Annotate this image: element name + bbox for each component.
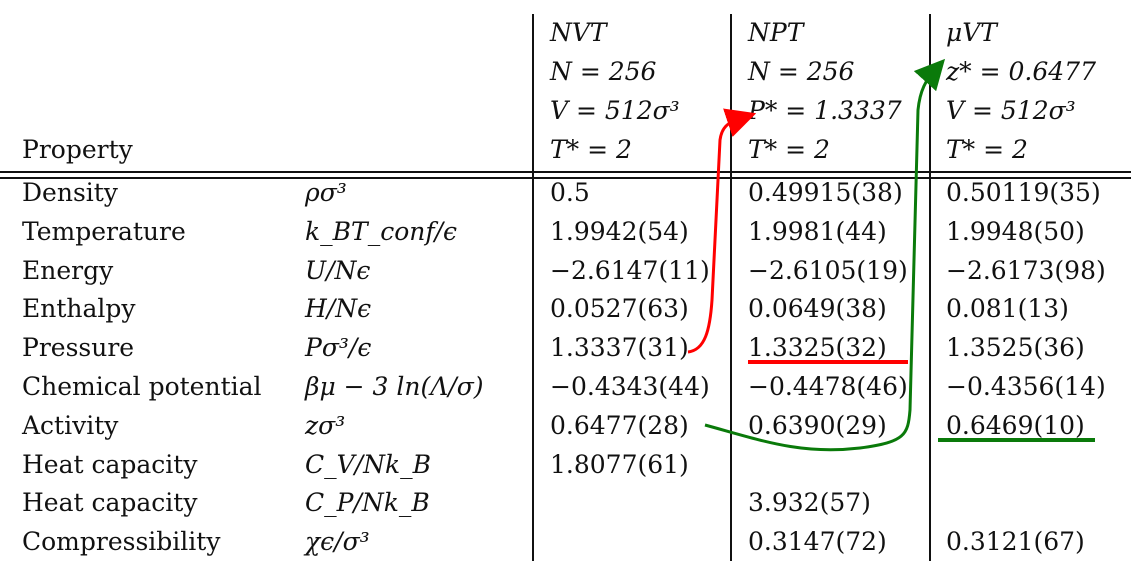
column-header-line: V = 512σ³ <box>550 96 680 125</box>
property-value: 0.0527(63) <box>550 294 689 324</box>
property-value: 0.081(13) <box>946 294 1069 324</box>
property-value: 0.5 <box>550 178 590 207</box>
red-arrow <box>687 108 757 354</box>
property-name: Temperature <box>22 216 186 246</box>
property-value: 1.3525(36) <box>946 333 1085 363</box>
property-value: −0.4478(46) <box>748 372 908 401</box>
property-value: 1.3337(31) <box>550 333 689 363</box>
header-rule <box>0 171 1131 173</box>
property-symbol: βμ − 3 ln(Λ/σ) <box>305 372 484 401</box>
property-symbol: H/Nϵ <box>305 294 372 324</box>
property-symbol: k_BT_conf/ϵ <box>305 216 458 246</box>
property-name: Heat capacity <box>22 488 198 518</box>
property-value: 0.49915(38) <box>748 178 903 207</box>
property-value: 0.6477(28) <box>550 410 689 440</box>
column-header-line: μVT <box>946 18 997 47</box>
property-value: 1.8077(61) <box>550 449 689 479</box>
property-name: Energy <box>22 255 114 285</box>
column-header-line: T* = 2 <box>946 135 1028 164</box>
column-header-line: T* = 2 <box>748 135 830 164</box>
property-name: Enthalpy <box>22 294 136 324</box>
property-value: 0.6469(10) <box>946 410 1085 440</box>
column-header-line: N = 256 <box>748 57 855 86</box>
column-header-line: NVT <box>550 18 607 47</box>
property-value: 0.50119(35) <box>946 178 1101 207</box>
property-header: Property <box>22 135 133 164</box>
property-value: 0.3147(72) <box>748 527 887 557</box>
property-value: 0.3121(67) <box>946 527 1085 557</box>
column-header-line: z* = 0.6477 <box>946 57 1096 86</box>
column-header-line: N = 256 <box>550 57 657 86</box>
property-symbol: zσ³ <box>305 410 346 440</box>
property-name: Pressure <box>22 333 135 363</box>
property-value: −0.4343(44) <box>550 372 710 401</box>
green-arrow <box>704 58 946 452</box>
property-symbol: χϵ/σ³ <box>305 527 370 557</box>
property-symbol: Pσ³/ϵ <box>305 333 372 363</box>
property-symbol: ρσ³ <box>305 178 347 207</box>
property-name: Chemical potential <box>22 372 262 401</box>
property-name: Compressibility <box>22 527 221 557</box>
column-header-line: T* = 2 <box>550 135 632 164</box>
column-divider <box>532 14 534 561</box>
property-name: Heat capacity <box>22 449 198 479</box>
header-rule <box>0 177 1131 179</box>
property-value: −2.6105(19) <box>748 255 908 285</box>
property-value: 1.3325(32) <box>748 333 887 363</box>
property-name: Density <box>22 178 118 207</box>
property-value: 1.9948(50) <box>946 216 1085 246</box>
property-value: 3.932(57) <box>748 488 871 518</box>
property-value: 0.6390(29) <box>748 410 887 440</box>
property-value: 0.0649(38) <box>748 294 887 324</box>
property-value: 1.9981(44) <box>748 216 887 246</box>
column-divider <box>730 14 732 561</box>
property-value: −0.4356(14) <box>946 372 1106 401</box>
column-divider <box>929 14 931 561</box>
column-header-line: P* = 1.3337 <box>748 96 902 125</box>
property-value: −2.6173(98) <box>946 255 1106 285</box>
property-value: 1.9942(54) <box>550 216 689 246</box>
property-symbol: C_V/Nk_B <box>305 449 432 479</box>
property-name: Activity <box>22 410 119 440</box>
property-value: −2.6147(11) <box>550 255 710 285</box>
column-header-line: V = 512σ³ <box>946 96 1076 125</box>
property-symbol: U/Nϵ <box>305 255 371 285</box>
column-header-line: NPT <box>748 18 804 47</box>
property-symbol: C_P/Nk_B <box>305 488 430 518</box>
